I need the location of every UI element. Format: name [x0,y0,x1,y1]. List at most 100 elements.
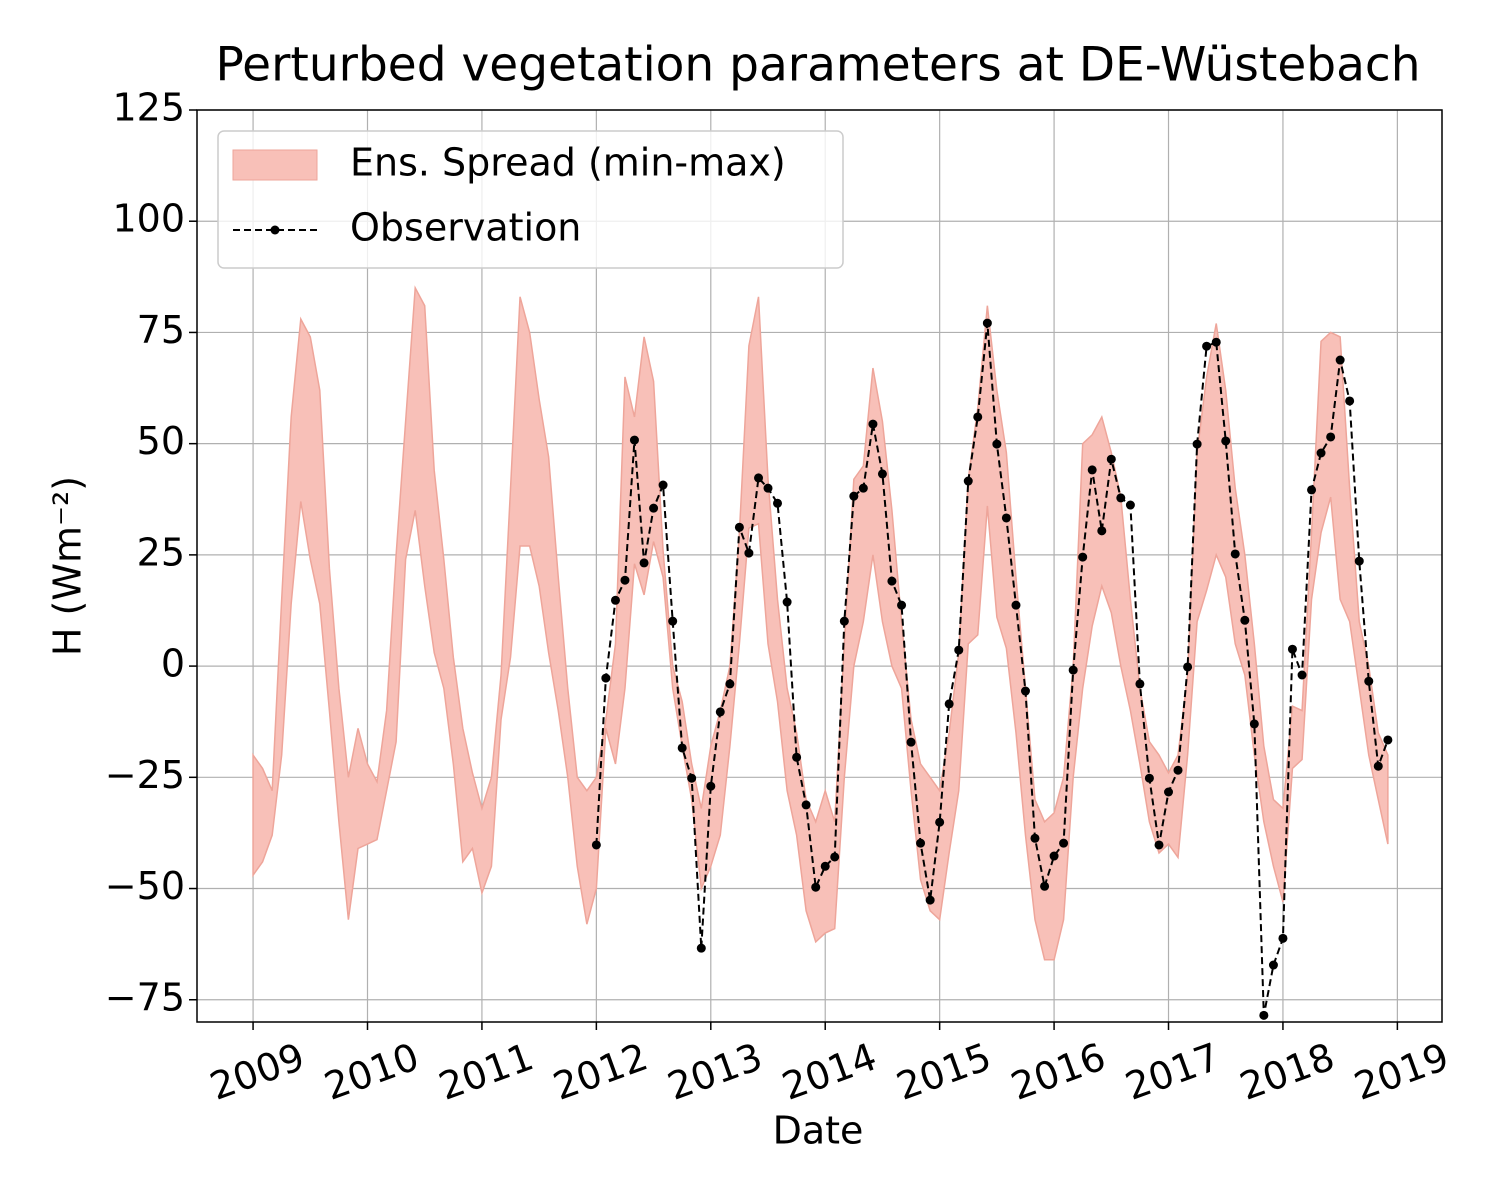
x-tick-label: 2009 [204,1034,310,1108]
observation-point [1040,881,1050,891]
legend-marker [270,225,280,235]
x-tick-label: 2018 [1234,1034,1340,1108]
observation-point [801,800,811,810]
observation-point [1287,644,1297,654]
observation-point [811,882,821,892]
observation-point [1202,341,1212,351]
x-tick-label: 2019 [1349,1034,1455,1108]
observation-point [1230,549,1240,559]
y-tick-label: −25 [105,753,185,797]
observation-point [1078,552,1088,562]
observation-point [1173,765,1183,775]
observation-point [897,600,907,610]
observation-point [1106,454,1116,464]
observation-point [1135,679,1145,689]
y-tick-label: 75 [137,308,185,352]
x-tick-label: 2016 [1005,1034,1111,1108]
observation-point [1211,337,1221,347]
observation-point [1030,833,1040,843]
observation-point [1192,439,1202,449]
observation-point [820,861,830,871]
observation-point [1097,526,1107,536]
observation-point [734,522,744,532]
observation-point [1068,665,1078,675]
spread-band [252,285,1389,961]
observation-point [668,616,678,626]
observation-point [1011,600,1021,610]
x-tick-label: 2013 [662,1034,768,1108]
observation-point [658,480,668,490]
observation-point [1221,436,1231,446]
observation-point [773,498,783,508]
observation-point [706,781,716,791]
x-tick-label: 2010 [319,1034,425,1108]
plot-frame [196,109,1443,1023]
observation-point [1278,933,1288,943]
observation-point [696,943,706,953]
x-tick-label: 2014 [776,1034,882,1108]
observation-point [782,597,792,607]
y-axis-label: H (Wm⁻²) [46,476,90,656]
x-tick-label: 2017 [1120,1034,1226,1108]
observation-point [1020,686,1030,696]
observation-point [963,476,973,486]
observation-point [849,491,859,501]
x-tick-label: 2015 [891,1034,997,1108]
y-tick-label: 0 [161,642,185,686]
y-tick-label: −75 [105,975,185,1019]
observation-point [1383,735,1393,745]
observation-point [1345,396,1355,406]
observation-point [935,817,945,827]
observation-point [944,699,954,709]
observation-point [687,773,697,783]
observation-point [973,412,983,422]
observation-point [992,439,1002,449]
observation-point [1183,662,1193,672]
observation-point [887,576,897,586]
observation-point [982,318,992,328]
chart-title: Perturbed vegetation parameters at DE-Wü… [216,38,1421,93]
y-tick-label: −50 [105,864,185,908]
observation-point [649,503,659,513]
observation-point [868,419,878,429]
observation-point [601,673,611,683]
observation-point [1001,513,1011,523]
observation-point [906,737,916,747]
observation-point [1354,556,1364,566]
observation-point [1087,465,1097,475]
observation-point [1268,960,1278,970]
observation-point [916,838,926,848]
observation-point [1059,838,1069,848]
legend-box [217,130,844,269]
observation-point [1240,615,1250,625]
observation-point [725,679,735,689]
observation-point [715,707,725,717]
observation-point [1144,773,1154,783]
observation-point [1373,761,1383,771]
observation-point [877,469,887,479]
observation-point [1125,500,1135,510]
y-tick-label: 100 [112,197,185,241]
x-tick-label: 2012 [548,1034,654,1108]
observation-point [591,840,601,850]
x-tick-label: 2011 [433,1034,539,1108]
observation-point [1116,493,1126,503]
observation-point [839,616,849,626]
y-tick-label: 25 [137,530,185,574]
observation-point [620,575,630,585]
observation-point [639,558,649,568]
observation-point [1335,355,1345,365]
observation-point [1326,432,1336,442]
observation-point [1049,851,1059,861]
legend: Ens. Spread (min-max) Observation [217,130,844,269]
observation-point [954,645,964,655]
observation-point [1164,787,1174,797]
observation-point [1259,1010,1269,1020]
observation-point [610,595,620,605]
y-tick-label: 125 [112,86,185,130]
observation-point [1249,719,1259,729]
observation-point [1154,840,1164,850]
observation-point [925,895,935,905]
observation-point [629,435,639,445]
